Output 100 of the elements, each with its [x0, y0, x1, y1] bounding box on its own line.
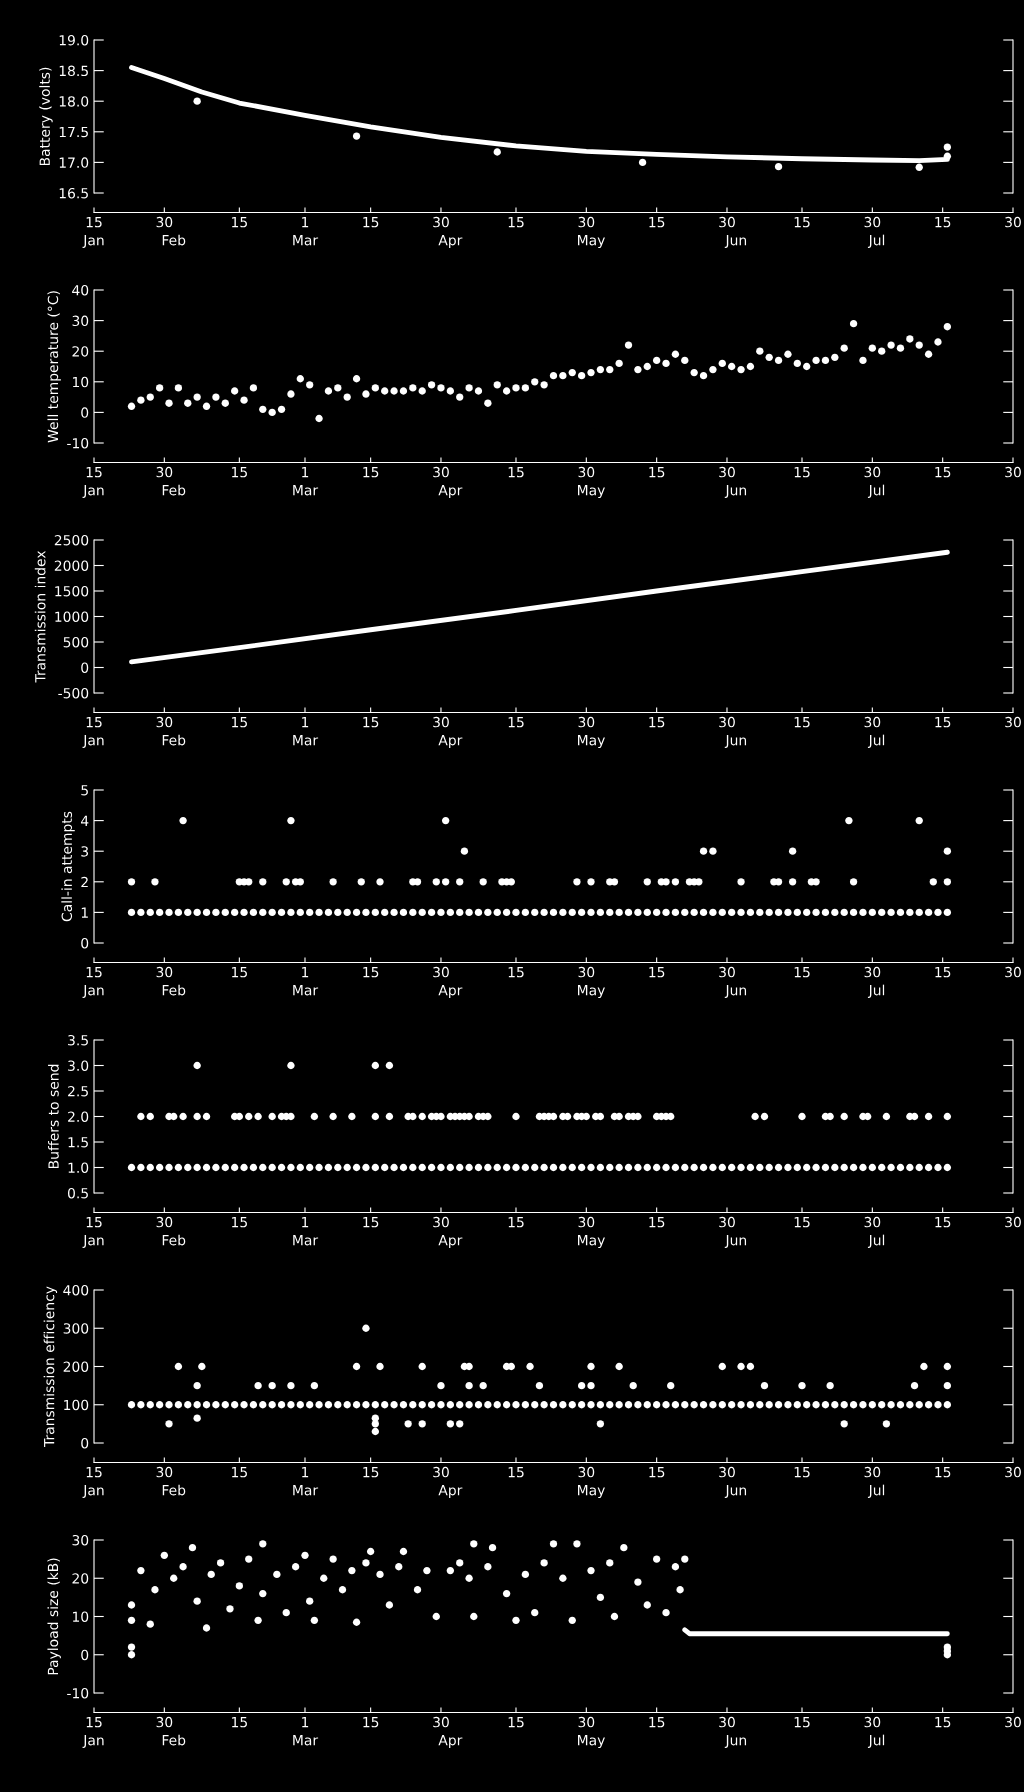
- point: [310, 1381, 319, 1390]
- point: [840, 1420, 848, 1428]
- y-tick-label: 300: [63, 1323, 89, 1334]
- x-tick-label: 30: [156, 1216, 173, 1228]
- point: [329, 878, 337, 886]
- x2-tick-label: Jun: [724, 1485, 747, 1498]
- x2-tick-label: Jan: [82, 1485, 104, 1498]
- y-axis-title: Buffers to send: [48, 1064, 59, 1169]
- point: [507, 1362, 515, 1371]
- y-tick-label: 30: [72, 315, 89, 327]
- x-tick-label: 30: [864, 1716, 881, 1728]
- x-tick-label: 15: [363, 717, 379, 728]
- x-tick-label: 15: [649, 1467, 665, 1478]
- point: [465, 1362, 473, 1371]
- x2-tick-label: Jul: [867, 1734, 885, 1748]
- point: [826, 1381, 834, 1390]
- point: [718, 1362, 726, 1371]
- y-axis-title: Transmission efficiency: [43, 1286, 58, 1448]
- x-tick-label: 30: [1005, 1466, 1021, 1478]
- y-tick-label: 0: [81, 1649, 89, 1661]
- y-axis-title: Payload size (kB): [47, 1558, 61, 1675]
- y-tick-label: 10: [72, 1611, 89, 1622]
- point: [376, 1362, 384, 1371]
- x-tick-label: 30: [156, 216, 173, 228]
- x2-tick-label: Feb: [162, 1234, 186, 1246]
- y-axis-title: Transmission index: [34, 550, 46, 683]
- y-tick-label: 2000: [54, 560, 89, 571]
- x2-tick-label: Jun: [724, 485, 747, 498]
- x-tick-label: 15: [794, 1217, 810, 1228]
- x2-tick-label: Jun: [724, 235, 747, 248]
- x2-tick-label: May: [578, 1235, 605, 1249]
- x2-tick-label: Mar: [293, 1735, 319, 1746]
- point: [371, 1420, 379, 1428]
- y-tick-label: 1.0: [68, 1162, 89, 1173]
- x-tick-label: 30: [864, 466, 881, 478]
- point: [456, 878, 464, 886]
- x-tick-label: 1: [302, 467, 309, 478]
- y-tick-label: 10: [72, 376, 89, 388]
- x-tick-label: 30: [433, 1716, 449, 1728]
- x2-tick-label: Feb: [162, 984, 186, 996]
- y-tick-label: 500: [63, 636, 89, 648]
- point: [418, 1362, 426, 1371]
- x-tick-label: 30: [156, 966, 173, 978]
- x-tick-label: 15: [86, 217, 102, 228]
- x-tick-label: 30: [433, 1216, 449, 1228]
- point: [695, 878, 703, 886]
- x2-tick-label: Mar: [293, 235, 319, 246]
- x-tick-label: 15: [649, 1717, 665, 1728]
- y-tick-label: 100: [64, 1399, 89, 1411]
- point: [760, 1381, 769, 1390]
- y-tick-label: 1.5: [68, 1137, 88, 1148]
- x-tick-label: 1: [302, 717, 309, 728]
- point: [587, 1381, 595, 1390]
- x-tick-label: 15: [649, 1217, 665, 1228]
- x-tick-label: 15: [649, 967, 665, 978]
- point: [915, 816, 923, 825]
- x-tick-label: 1: [302, 1217, 309, 1228]
- point: [418, 1420, 426, 1428]
- x2-tick-label: Jan: [82, 985, 104, 998]
- y-axis-title: Battery (volts): [39, 67, 53, 166]
- y-tick-label: 17.0: [59, 157, 89, 168]
- y-tick-label: 18.5: [59, 65, 88, 77]
- x2-tick-label: May: [578, 235, 605, 249]
- point: [446, 1420, 455, 1428]
- x-tick-label: 30: [578, 1466, 595, 1478]
- x2-tick-label: Apr: [438, 1485, 463, 1499]
- x-tick-label: 30: [433, 966, 449, 978]
- point: [441, 878, 450, 886]
- x-tick-label: 30: [1005, 1716, 1021, 1728]
- point: [404, 1420, 412, 1428]
- x2-tick-label: Mar: [293, 735, 319, 746]
- point: [376, 878, 384, 886]
- x-tick-label: 30: [156, 1466, 173, 1478]
- point: [643, 878, 651, 886]
- x-tick-label: 15: [508, 217, 524, 228]
- x-tick-label: 15: [935, 1217, 951, 1228]
- point: [587, 1362, 595, 1371]
- point: [943, 1362, 952, 1371]
- y-tick-label: 2500: [54, 534, 89, 546]
- x-tick-label: 15: [232, 717, 247, 728]
- y-tick-label: 18.0: [59, 96, 89, 107]
- x2-tick-label: Jun: [724, 985, 747, 998]
- x-tick-label: 30: [719, 466, 735, 478]
- point: [587, 878, 595, 886]
- x-tick-label: 15: [86, 1217, 102, 1228]
- point: [371, 1427, 379, 1436]
- x-tick-label: 15: [508, 1467, 524, 1478]
- y-tick-label: 0: [81, 407, 89, 418]
- y-tick-label: 2.5: [68, 1085, 88, 1097]
- x2-tick-label: Jul: [867, 484, 885, 498]
- x2-tick-label: Apr: [438, 735, 463, 749]
- x-tick-label: 1: [302, 217, 309, 228]
- x-tick-label: 1: [302, 1717, 309, 1728]
- x-tick-label: 15: [935, 967, 951, 978]
- x-tick-label: 15: [794, 1717, 810, 1728]
- point: [357, 878, 365, 886]
- point: [507, 878, 515, 886]
- y-tick-label: 2.0: [68, 1111, 89, 1122]
- x-tick-label: 30: [578, 1716, 595, 1728]
- x-tick-label: 30: [1005, 966, 1021, 978]
